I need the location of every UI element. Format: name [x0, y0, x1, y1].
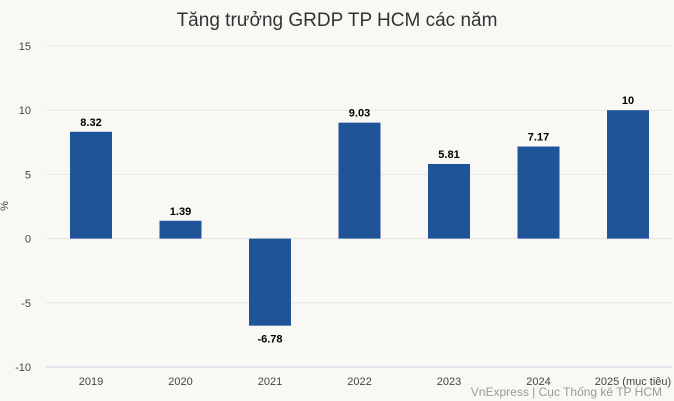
bar-2019: [70, 131, 112, 239]
data-label-2021: -6.78: [257, 334, 282, 346]
y-axis-ticks: -10 -5 0 5 10 15: [15, 41, 31, 374]
data-labels: 8.32 1.39 -6.78 9.03 5.81 7.17 10: [80, 95, 634, 345]
data-label-2022: 9.03: [349, 108, 370, 120]
x-axis-ticks: 2019 2020 2021 2022 2023 2024 2025 (mục tiêu): [79, 376, 671, 388]
source-credit: VnExpress | Cục Thống kê TP HCM: [471, 385, 662, 399]
data-label-2025 (mục tiêu): 10: [622, 95, 634, 107]
x-tick-label-2: 2021: [258, 376, 282, 388]
y-tick-label-3: 5: [25, 169, 31, 181]
bar-2021: [249, 238, 291, 326]
bars: [70, 110, 649, 326]
bar-2025 (mục tiêu): [607, 110, 649, 239]
data-label-2019: 8.32: [80, 117, 101, 129]
y-tick-label-2: 0: [25, 234, 31, 246]
x-tick-label-6: 2025 (mục tiêu): [595, 376, 671, 388]
chart-title: Tăng trưởng GRDP TP HCM các năm: [177, 10, 498, 31]
bar-2022: [338, 122, 381, 239]
y-tick-label-5: 15: [19, 41, 31, 53]
bar-2024: [517, 146, 560, 239]
bar-2023: [428, 163, 470, 239]
bar-2020: [159, 220, 202, 239]
x-tick-label-5: 2024: [526, 376, 550, 388]
x-tick-label-0: 2019: [79, 376, 103, 388]
data-label-2020: 1.39: [170, 206, 191, 218]
data-label-2023: 5.81: [438, 149, 459, 161]
y-tick-label-4: 10: [19, 105, 31, 117]
y-axis-label: %: [0, 201, 11, 211]
x-tick-label-4: 2023: [437, 376, 461, 388]
data-label-2024: 7.17: [528, 132, 549, 144]
x-tick-label-3: 2022: [347, 376, 371, 388]
y-tick-label-0: -10: [15, 362, 31, 374]
x-tick-label-1: 2020: [168, 376, 192, 388]
y-tick-label-1: -5: [21, 298, 31, 310]
